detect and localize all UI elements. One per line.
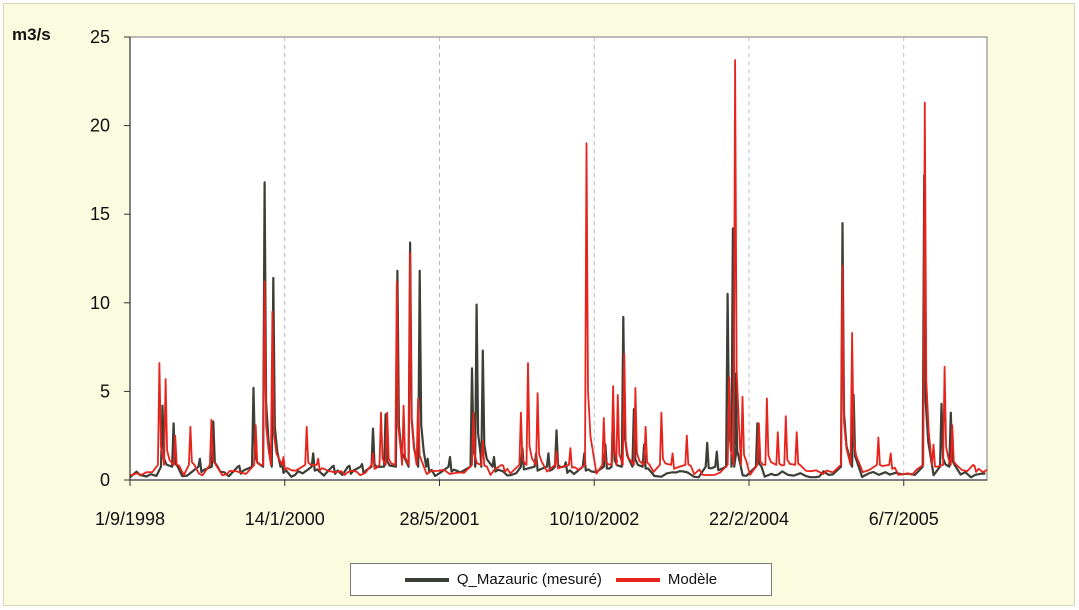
x-tick-label: 6/7/2005 xyxy=(869,509,939,529)
legend: Q_Mazauric (mesuré) Modèle xyxy=(350,563,772,596)
y-axis-label: m3/s xyxy=(12,25,51,44)
legend-label-measured: Q_Mazauric (mesuré) xyxy=(456,571,602,588)
x-tick-label: 14/1/2000 xyxy=(245,509,325,529)
plot-area xyxy=(129,36,988,481)
legend-swatch-model xyxy=(615,577,660,582)
grid-lines xyxy=(284,37,905,480)
y-tick-label: 0 xyxy=(100,470,110,490)
legend-swatch-measured xyxy=(404,577,449,582)
x-tick-label: 22/2/2004 xyxy=(709,509,789,529)
legend-item-model: Modèle xyxy=(615,571,718,588)
x-tick-label: 1/9/1998 xyxy=(95,509,165,529)
series-model-line xyxy=(129,59,988,477)
y-tick-label: 15 xyxy=(90,204,110,224)
axes: 0 5 10 15 20 25 1/9/1998 14/1/2000 28/5/2001 10/1… xyxy=(90,27,987,529)
x-tick-label: 28/5/2001 xyxy=(399,509,479,529)
y-tick-label: 20 xyxy=(90,116,110,136)
legend-label-model: Modèle xyxy=(667,571,718,588)
series-measured-line xyxy=(129,174,986,479)
y-tick-label: 5 xyxy=(100,381,110,401)
legend-item-measured: Q_Mazauric (mesuré) xyxy=(404,571,602,588)
y-tick-label: 25 xyxy=(90,27,110,47)
x-tick-label: 10/10/2002 xyxy=(549,509,639,529)
series-lines xyxy=(129,59,988,479)
y-tick-label: 10 xyxy=(90,293,110,313)
